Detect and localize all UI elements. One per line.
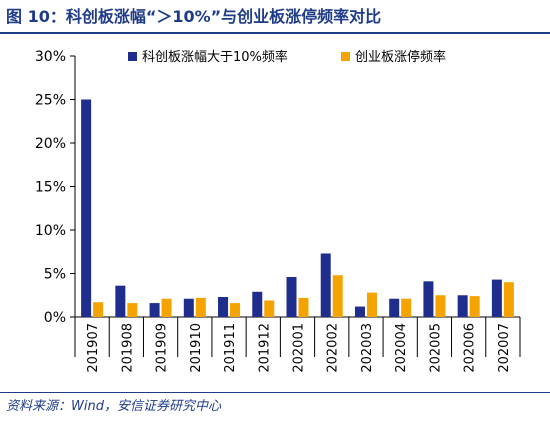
bar-chinext xyxy=(127,303,138,317)
bar-star-market xyxy=(81,99,92,317)
bar-chinext xyxy=(435,295,446,317)
bar-chinext xyxy=(332,275,343,317)
y-tick-label: 10% xyxy=(35,223,66,239)
legend-swatch xyxy=(128,52,137,61)
bar-chinext xyxy=(469,296,480,317)
x-axis: 201907 201908 201909 201910 201911 201912 2020… xyxy=(74,316,521,373)
y-tick-label: 30% xyxy=(35,49,66,65)
bar-chinext xyxy=(503,282,514,317)
x-tick-label: 201909 xyxy=(155,323,170,373)
bar-star-market xyxy=(354,306,365,317)
bar-chinext xyxy=(230,303,241,317)
x-tick-label: 202003 xyxy=(360,323,375,373)
bar-chinext xyxy=(298,297,309,317)
x-tick-label: 201910 xyxy=(189,323,204,373)
y-tick-label: 25% xyxy=(35,93,66,109)
x-tick-label: 202005 xyxy=(428,323,443,373)
bar-star-market xyxy=(389,298,400,317)
bar-chart: 0%5%10%15%20%25%30% 201907 201908 201909 20… xyxy=(35,49,521,373)
y-tick-label: 20% xyxy=(35,136,66,152)
x-tick-label: 202002 xyxy=(326,323,341,373)
bar-chinext xyxy=(401,298,412,317)
bar-star-market xyxy=(491,279,502,317)
bar-star-market xyxy=(115,285,126,317)
source-note: 资料来源：Wind，安信证券研究中心 xyxy=(6,399,221,414)
bar-star-market xyxy=(320,253,331,317)
bar-chinext xyxy=(264,300,275,317)
figure-title: 图 10：科创板涨幅“＞10%”与创业板涨停频率对比 xyxy=(6,7,382,26)
y-axis: 0% 5% 10% 15% 20% 25% 30% xyxy=(35,49,76,326)
x-tick-label: 201912 xyxy=(257,323,272,373)
bar-series xyxy=(81,99,514,317)
x-tick-label: 202006 xyxy=(463,323,478,373)
x-tick-label: 202007 xyxy=(497,323,512,373)
bar-star-market xyxy=(183,298,194,317)
bar-chinext xyxy=(195,297,206,317)
bar-star-market xyxy=(218,296,229,317)
x-tick-label: 201911 xyxy=(223,323,238,373)
x-tick-label: 201908 xyxy=(120,323,135,373)
bar-star-market xyxy=(457,295,468,317)
bar-chinext xyxy=(366,292,377,317)
y-tick-label: 5% xyxy=(44,267,66,283)
y-tick-label: 0% xyxy=(44,310,66,326)
title-divider xyxy=(0,32,550,34)
x-tick-label: 202004 xyxy=(394,323,409,373)
x-tick-label: 201907 xyxy=(86,323,101,373)
bar-star-market xyxy=(423,281,434,317)
bar-chinext xyxy=(161,298,172,317)
legend-label: 创业板涨停频率 xyxy=(355,49,446,65)
chart-legend: 科创板涨幅大于10%频率 创业板涨停频率 xyxy=(128,49,446,65)
bar-chinext xyxy=(93,302,104,317)
source-divider xyxy=(0,392,550,393)
legend-label: 科创板涨幅大于10%频率 xyxy=(142,49,288,65)
x-tick-label: 202001 xyxy=(292,323,307,373)
legend-swatch xyxy=(341,52,350,61)
bar-star-market xyxy=(286,276,297,317)
y-tick-label: 15% xyxy=(35,180,66,196)
bar-star-market xyxy=(149,303,160,317)
bar-star-market xyxy=(252,291,263,317)
